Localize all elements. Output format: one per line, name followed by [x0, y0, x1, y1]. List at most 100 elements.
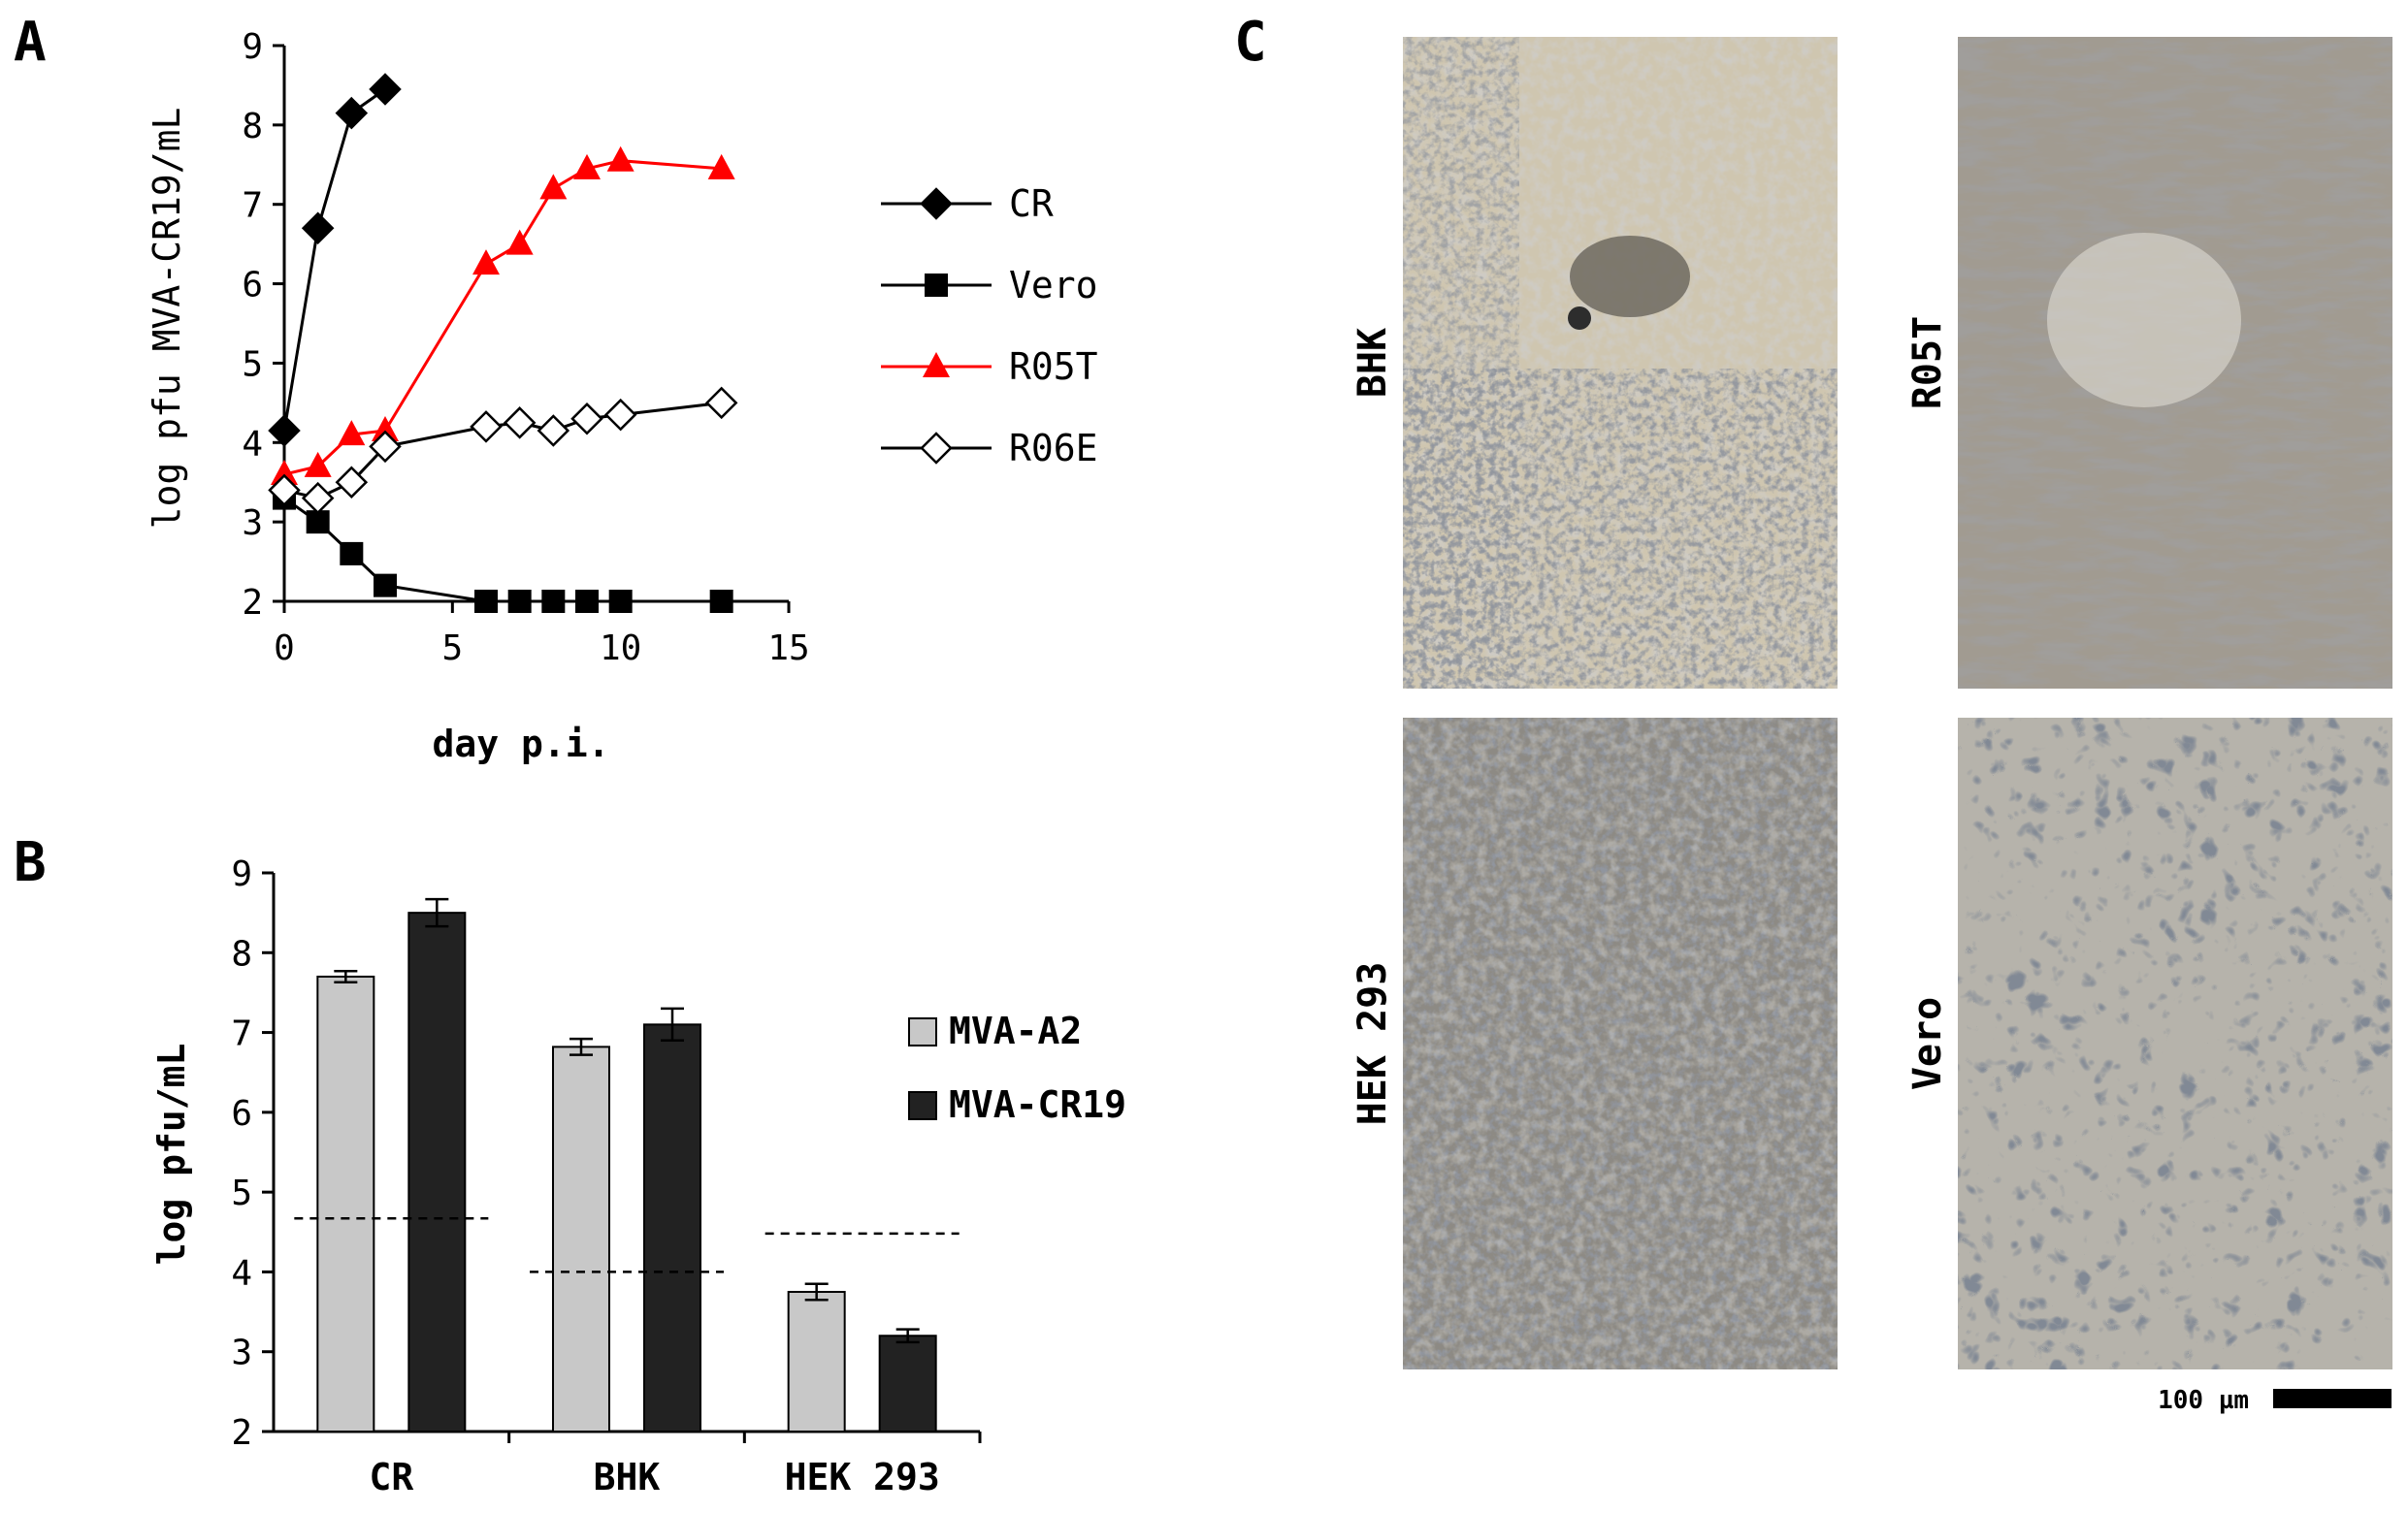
micrograph-label-hek293: HEK 293 — [1350, 962, 1395, 1126]
b-bars-group: CR BHK HEK 293 — [294, 897, 960, 1498]
b-bar-mva-a2 — [787, 1291, 846, 1433]
a-y-tick-label: 7 — [242, 186, 263, 226]
b-legend-label: MVA-CR19 — [949, 1083, 1126, 1126]
a-series-group — [268, 73, 738, 613]
b-category-label: CR — [369, 1456, 413, 1498]
a-point-r06e — [570, 402, 603, 435]
a-legend-marker — [920, 432, 953, 465]
a-point-r05t — [573, 153, 601, 179]
a-point-vero — [340, 541, 364, 565]
a-legend-marker — [920, 187, 953, 220]
micrograph-label-r05t: R05T — [1905, 316, 1950, 409]
a-legend: CR Vero R05T R06E — [881, 182, 1098, 469]
b-legend-swatch — [908, 1017, 937, 1046]
a-point-r06e — [603, 398, 637, 432]
a-point-r05t — [372, 416, 399, 442]
a-x-tick-label: 15 — [767, 628, 809, 668]
a-point-r05t — [472, 249, 500, 275]
micrograph-label-vero: Vero — [1905, 997, 1950, 1090]
a-point-r05t — [338, 420, 366, 446]
a-point-r05t — [707, 153, 735, 179]
b-category-label: BHK — [594, 1456, 661, 1498]
a-legend-label: R06E — [1009, 427, 1098, 469]
a-point-r05t — [606, 145, 635, 172]
a-point-cr — [268, 414, 301, 447]
a-point-r06e — [470, 410, 503, 443]
a-point-vero — [507, 590, 532, 613]
b-bar-mva-cr19 — [643, 1023, 701, 1433]
b-bar-mva-cr19 — [407, 912, 467, 1433]
micrograph-vero — [1958, 718, 2392, 1369]
b-y-tick-label: 7 — [231, 1014, 252, 1054]
b-y-tick-label: 5 — [231, 1174, 252, 1213]
a-x-axis-title: day p.i. — [432, 723, 609, 765]
a-point-cr — [301, 211, 335, 245]
a-point-r06e — [537, 414, 570, 447]
a-legend-label: Vero — [1009, 264, 1098, 306]
a-point-cr — [335, 96, 369, 130]
line-chart-a: 2 3 4 5 6 7 8 9 0 5 10 15 log pfu MVA-CR19/mL day p… — [146, 27, 1098, 765]
panel-label-c: C — [1234, 11, 1267, 74]
b-y-axis-title: log pfu/mL — [150, 1044, 193, 1266]
a-point-vero — [541, 590, 566, 613]
b-bar-mva-cr19 — [878, 1335, 937, 1433]
micrograph-bhk — [1403, 37, 1838, 689]
a-point-vero — [575, 590, 599, 613]
b-axes: 2 3 4 5 6 7 8 9 — [231, 854, 982, 1453]
b-legend: MVA-A2 MVA-CR19 — [908, 1010, 1126, 1126]
a-line-r06e — [283, 401, 722, 500]
a-line-cr — [282, 87, 386, 432]
a-series-r05t — [271, 145, 735, 486]
a-point-r06e — [268, 473, 301, 507]
a-y-tick-label: 4 — [242, 424, 263, 464]
a-legend-label: R05T — [1009, 345, 1098, 388]
a-series-r06e — [268, 386, 738, 515]
a-x-tick-label: 5 — [441, 628, 463, 668]
panel-label-b: B — [14, 831, 47, 894]
b-y-tick-label: 8 — [231, 934, 252, 974]
a-y-tick-label: 8 — [242, 107, 263, 146]
a-y-tick-label: 5 — [242, 344, 263, 384]
b-bar-mva-a2 — [552, 1046, 610, 1433]
panel-label-a: A — [14, 11, 47, 74]
a-point-r05t — [505, 229, 534, 255]
micrograph-label-bhk: BHK — [1350, 328, 1395, 398]
a-point-r06e — [369, 430, 402, 464]
b-y-tick-label: 9 — [231, 854, 252, 894]
a-point-r05t — [271, 460, 298, 486]
a-point-vero — [474, 590, 498, 613]
micrograph-panel: BHK R05T HEK 293 Vero 100 µm — [1350, 37, 2392, 1415]
a-x-tick-label: 0 — [274, 628, 295, 668]
scale-bar — [2273, 1389, 2392, 1408]
a-y-tick-label: 3 — [242, 503, 263, 543]
a-y-tick-label: 9 — [242, 27, 263, 67]
a-point-cr — [369, 73, 402, 106]
a-legend-marker — [925, 274, 948, 297]
a-point-r06e — [704, 386, 738, 420]
b-bar-mva-a2 — [316, 975, 375, 1433]
b-legend-swatch — [908, 1091, 937, 1120]
a-axes: 2 3 4 5 6 7 8 9 0 5 10 15 — [242, 27, 809, 668]
a-point-vero — [608, 590, 633, 613]
b-legend-label: MVA-A2 — [949, 1010, 1082, 1052]
a-y-tick-label: 6 — [242, 266, 263, 306]
a-y-tick-label: 2 — [242, 583, 263, 623]
a-point-vero — [374, 573, 397, 597]
a-legend-marker — [923, 352, 950, 377]
a-line-vero — [283, 497, 722, 603]
scale-bar-label: 100 µm — [2158, 1386, 2249, 1415]
b-y-tick-label: 4 — [231, 1253, 252, 1293]
a-series-cr — [268, 73, 402, 447]
a-point-r06e — [335, 466, 369, 499]
a-point-r05t — [304, 451, 332, 477]
a-point-vero — [709, 590, 733, 613]
a-line-r05t — [283, 159, 722, 476]
a-x-tick-label: 10 — [600, 628, 641, 668]
micrograph-r05t — [1958, 37, 2392, 689]
b-y-tick-label: 2 — [231, 1413, 252, 1453]
a-point-r06e — [301, 481, 335, 515]
b-category-label: HEK 293 — [785, 1456, 940, 1498]
a-point-r06e — [503, 406, 537, 439]
